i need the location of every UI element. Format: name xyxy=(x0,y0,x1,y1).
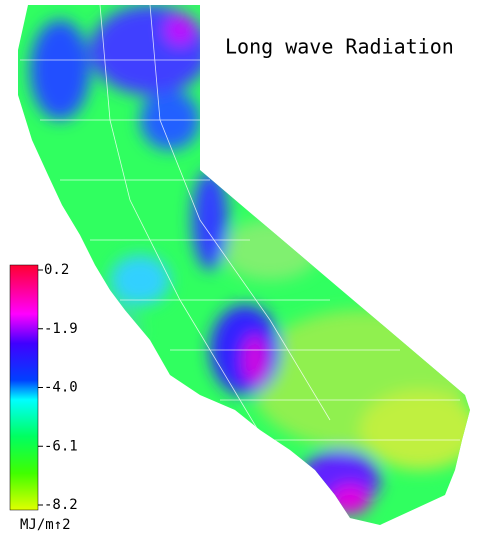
colorbar-tick-label: -1.9 xyxy=(44,321,78,337)
colorbar-tick-label: -4.0 xyxy=(44,380,78,396)
colorbar xyxy=(9,264,39,511)
colorbar-unit: MJ/m↑2 xyxy=(20,517,71,533)
colorbar-tick-label: -6.1 xyxy=(44,438,78,454)
map-title: Long wave Radiation xyxy=(225,35,454,59)
colorbar-tick-label: 0.2 xyxy=(44,262,69,278)
colorbar-tick-label: -8.2 xyxy=(44,497,78,513)
